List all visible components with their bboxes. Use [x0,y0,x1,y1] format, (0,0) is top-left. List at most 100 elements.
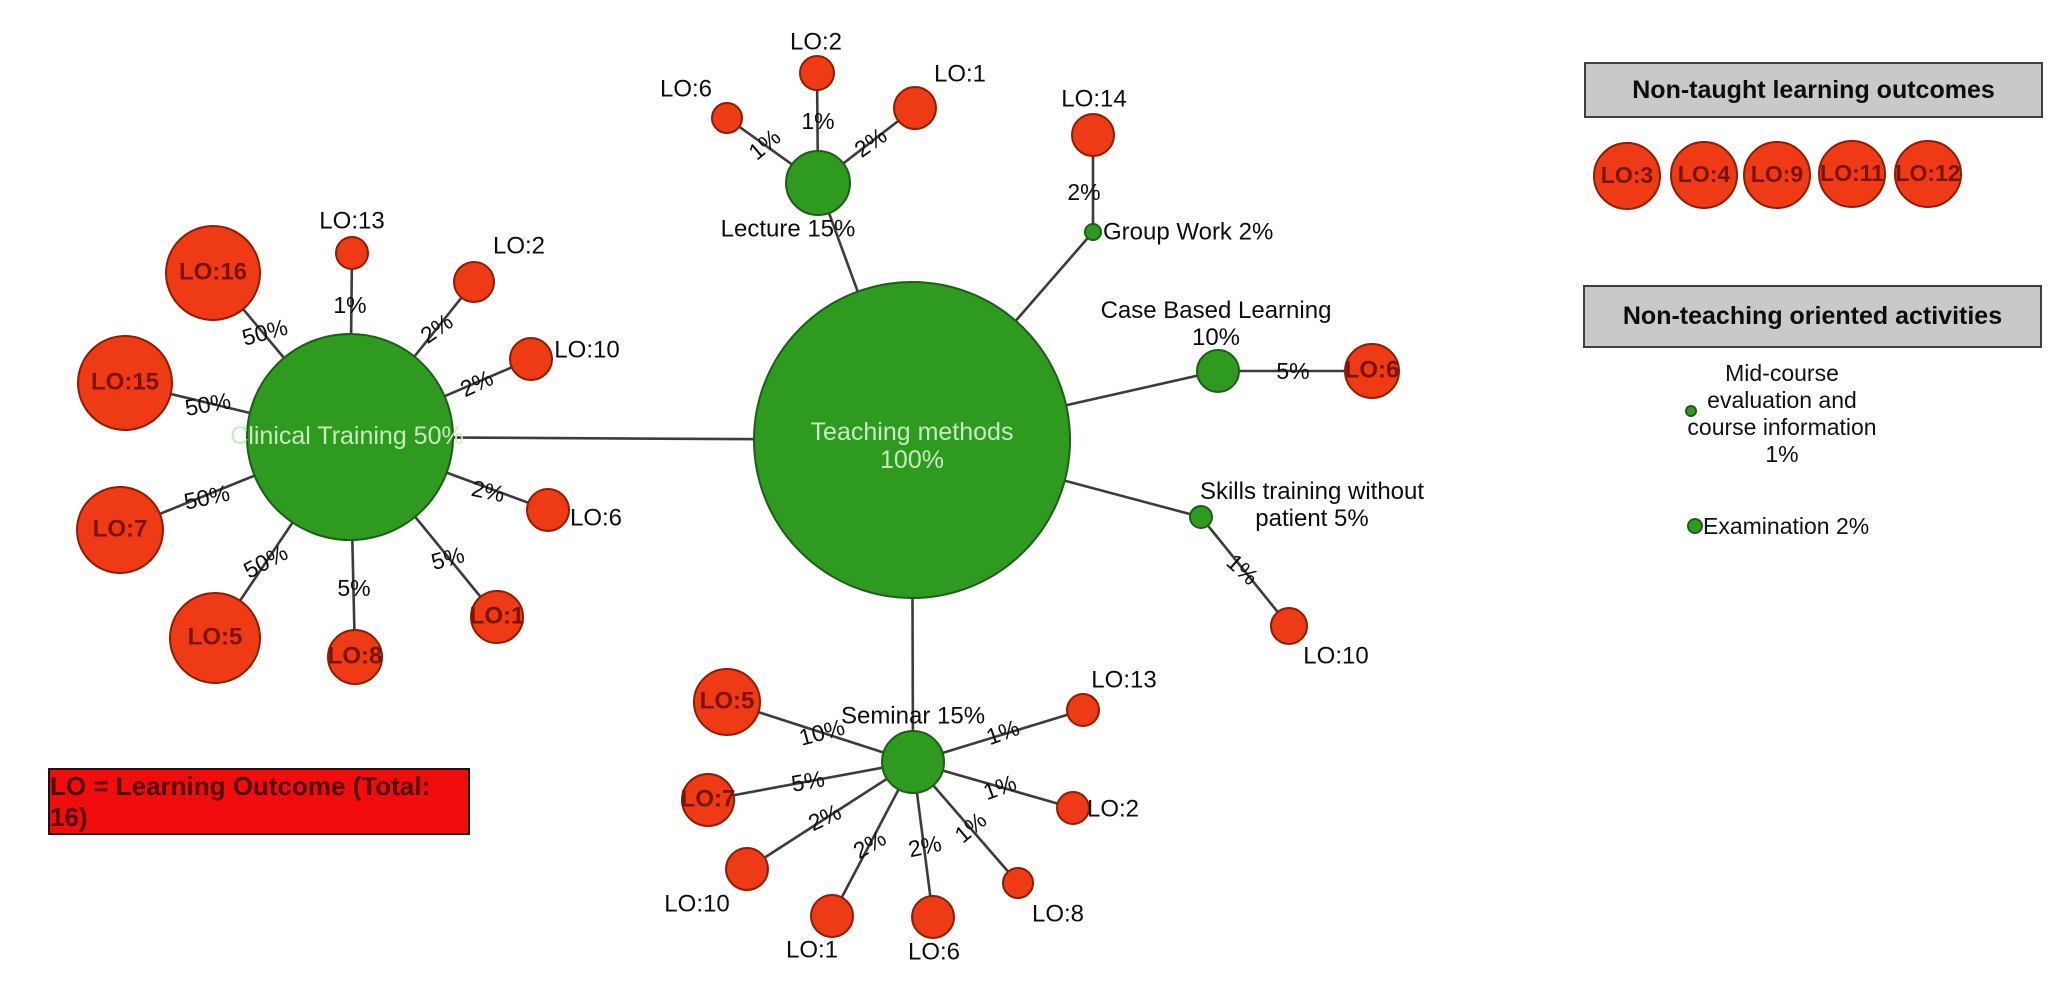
node-clinical-lo2 [453,261,495,303]
node-clinical-lo1 [470,590,524,644]
lo-key-box: LO = Learning Outcome (Total: 16) [48,768,470,835]
clinical-lo7-label: LO:7 [92,515,148,543]
legend-midcourse-dot [1685,405,1697,417]
node-clinical-lo8 [327,629,383,685]
seminar-lo2-label: LO:2 [1086,795,1140,823]
seminar-label: Seminar 15% [840,702,986,730]
pct-casebased-lo6: 5% [1276,358,1310,385]
legend-non-taught-title: Non-taught learning outcomes [1632,75,1995,104]
skills-training-label-line1: Skills training without [1199,478,1425,506]
clinical-lo8-label: LO:8 [327,642,383,670]
node-seminar-lo13 [1066,693,1100,727]
legend-non-teaching-title: Non-teaching oriented activities [1622,302,2003,330]
node-clinical-lo16 [165,225,261,321]
node-seminar-lo2 [1056,791,1090,825]
node-clinical-lo7 [76,486,164,574]
node-groupwork-lo14 [1071,113,1115,157]
node-clinical-lo6 [526,488,570,532]
seminar-lo7-label: LO:7 [680,785,736,813]
node-skills-lo10 [1270,607,1308,645]
node-seminar [881,730,945,794]
skills-training-label-line2: patient 5% [1255,505,1369,532]
case-based-label-line1: Case Based Learning [1100,297,1332,325]
teaching-methods-label-line1: Teaching methods [810,418,1014,446]
seminar-lo1-label: LO:1 [785,936,839,964]
groupwork-lo14-label: LO:14 [1061,85,1127,113]
legend-non-taught-box: Non-taught learning outcomes [1584,62,2043,118]
legend-lo9-label: LO:9 [1750,161,1804,188]
clinical-lo13-label: LO:13 [319,207,385,235]
legend-lo3-label: LO:3 [1600,162,1654,189]
node-seminar-lo1 [810,894,854,938]
node-seminar-lo5 [693,668,761,736]
node-case-based-learning [1196,349,1240,393]
casebased-lo6-label: LO:6 [1344,356,1400,384]
node-lecture-lo1 [893,86,937,130]
legend-circle-lo11 [1818,140,1886,208]
edge-skills-lo10 [1199,516,1291,627]
edge-seminar-lo7 [707,760,914,802]
lecture-label: Lecture 15% [720,215,856,243]
clinical-lo16-label: LO:16 [178,258,248,286]
seminar-lo6-label: LO:6 [907,938,961,966]
node-seminar-lo6 [911,895,955,939]
case-based-label: Case Based Learning 10% [1100,297,1332,352]
legend-circle-lo12 [1894,140,1962,208]
legend-examination-dot [1687,518,1703,534]
node-clinical-lo13 [335,236,369,270]
node-seminar-lo10 [725,847,769,891]
clinical-lo5-label: LO:5 [187,623,243,651]
midcourse-line3: course information [1687,414,1877,440]
node-teaching-methods [753,281,1071,599]
midcourse-line2: evaluation and [1707,387,1857,413]
legend-non-teaching-box: Non-teaching oriented activities [1583,285,2042,348]
clinical-lo1-label: LO:1 [469,602,525,630]
clinical-lo6-label: LO:6 [569,504,623,532]
node-lecture [785,150,851,216]
clinical-lo10-label: LO:10 [554,336,620,364]
lecture-lo1-label: LO:1 [933,60,987,88]
edge-seminar-lo10 [746,760,914,871]
pct-lecture-lo2: 1% [801,108,835,135]
midcourse-line4: 1% [1765,441,1799,467]
node-skills-training [1189,505,1213,529]
group-work-label: Group Work 2% [1103,218,1274,246]
clinical-training-label: Clinical Training 50% [230,422,464,450]
pct-clinical-lo8: 5% [337,575,371,602]
teaching-methods-label-line2: 100% [880,446,944,474]
pct-clinical-lo13: 1% [333,292,367,319]
clinical-lo2-label: LO:2 [492,232,546,260]
legend-circle-lo4 [1670,141,1738,209]
legend-lo12-label: LO:12 [1895,160,1961,187]
seminar-lo13-label: LO:13 [1091,666,1157,694]
node-clinical-lo5 [169,592,261,684]
skills-training-label: Skills training without patient 5% [1199,478,1425,533]
legend-circle-lo3 [1593,142,1661,210]
node-casebased-lo6 [1344,343,1400,399]
legend-circle-lo9 [1743,141,1811,209]
legend-lo4-label: LO:4 [1677,161,1731,188]
lecture-lo2-label: LO:2 [789,28,843,56]
lecture-lo6-label: LO:6 [659,75,713,103]
lo-key-label: LO = Learning Outcome (Total: 16) [50,770,431,832]
teaching-methods-label: Teaching methods 100% [811,418,1014,474]
seminar-lo5-label: LO:5 [699,687,755,715]
examination-label: Examination 2% [1703,513,1870,540]
node-lecture-lo2 [799,55,835,91]
pct-groupwork-lo14: 2% [1067,179,1101,206]
case-based-label-line2: 10% [1191,324,1241,351]
node-group-work [1084,223,1102,241]
seminar-lo10-label: LO:10 [664,890,730,918]
seminar-lo8-label: LO:8 [1031,900,1085,928]
midcourse-line1: Mid-course [1725,360,1839,386]
skills-lo10-label: LO:10 [1303,642,1369,670]
node-clinical-training [246,333,454,541]
node-clinical-lo10 [509,337,553,381]
node-seminar-lo8 [1002,867,1034,899]
legend-lo11-label: LO:11 [1820,160,1884,187]
clinical-lo15-label: LO:15 [90,368,160,396]
node-lecture-lo6 [711,102,743,134]
node-seminar-lo7 [681,773,735,827]
